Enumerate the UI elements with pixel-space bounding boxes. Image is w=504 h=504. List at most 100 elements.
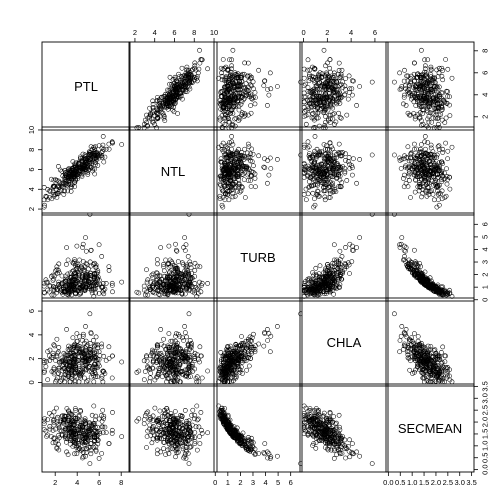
data-point — [64, 327, 69, 332]
data-point — [179, 65, 185, 71]
data-point — [309, 115, 315, 121]
data-point — [247, 73, 253, 79]
data-point — [241, 97, 246, 102]
panel-turb-vs-chla — [299, 212, 389, 302]
data-point — [349, 259, 355, 264]
data-point — [60, 185, 66, 190]
data-point — [432, 106, 437, 111]
data-point — [239, 350, 245, 356]
data-point — [413, 367, 418, 373]
data-point — [349, 86, 355, 92]
data-point — [305, 85, 311, 90]
data-point — [239, 354, 245, 359]
data-point — [403, 245, 409, 250]
data-point — [51, 193, 57, 199]
data-point — [405, 355, 411, 361]
data-point — [408, 346, 414, 352]
data-point — [303, 287, 309, 293]
data-point — [220, 140, 226, 146]
data-point — [340, 79, 345, 85]
panel-frame — [213, 212, 303, 302]
data-point — [350, 247, 355, 253]
panel-frame — [128, 126, 218, 216]
data-point — [429, 188, 434, 194]
data-point — [238, 153, 243, 158]
data-point — [305, 57, 311, 63]
data-point — [60, 285, 66, 290]
data-point — [311, 288, 317, 294]
data-point — [84, 362, 89, 367]
data-point — [229, 63, 234, 69]
data-point — [419, 123, 424, 128]
data-point — [173, 264, 179, 269]
data-point — [52, 343, 57, 349]
data-point — [67, 379, 73, 385]
data-point — [310, 270, 315, 275]
data-point — [399, 235, 405, 240]
data-point — [415, 170, 421, 176]
data-point — [330, 116, 336, 122]
data-point — [322, 123, 328, 128]
data-point — [72, 270, 78, 275]
data-point — [245, 141, 251, 147]
data-point — [434, 185, 440, 190]
data-point — [225, 374, 230, 380]
data-point — [147, 115, 153, 121]
data-point — [419, 142, 424, 147]
panel-turb-vs-turb: TURB — [213, 212, 303, 302]
variable-label-ntl: NTL — [161, 164, 186, 179]
data-point — [431, 167, 437, 173]
data-point — [330, 146, 336, 152]
data-point — [219, 73, 225, 79]
data-point — [307, 184, 312, 189]
data-point — [220, 168, 226, 174]
data-point — [96, 291, 102, 296]
data-point — [332, 261, 338, 267]
data-point — [44, 194, 49, 200]
data-point — [145, 277, 151, 283]
data-point — [336, 150, 342, 155]
data-point — [178, 77, 184, 83]
data-point — [326, 75, 332, 81]
data-point — [80, 364, 86, 369]
data-point — [149, 272, 155, 278]
data-point — [338, 270, 344, 275]
data-point — [76, 367, 82, 373]
data-point — [343, 245, 348, 250]
data-point — [67, 170, 73, 176]
data-point — [334, 79, 340, 85]
data-point — [431, 111, 436, 116]
data-point — [328, 165, 333, 170]
data-point — [233, 344, 239, 350]
data-point — [182, 89, 188, 94]
data-point — [426, 104, 432, 109]
data-point — [72, 364, 78, 369]
data-point — [168, 358, 173, 364]
data-point — [404, 155, 410, 160]
data-point — [92, 343, 98, 348]
data-point — [327, 65, 333, 71]
data-point — [63, 361, 69, 367]
data-point — [192, 268, 198, 273]
data-point — [168, 264, 174, 269]
data-point — [186, 281, 191, 286]
data-point — [150, 275, 156, 280]
data-point — [266, 92, 272, 98]
data-point — [434, 152, 440, 158]
data-point — [301, 288, 307, 293]
data-point — [224, 362, 230, 367]
data-point — [53, 268, 58, 274]
data-point — [249, 159, 255, 164]
data-point — [61, 180, 67, 186]
data-point — [301, 114, 307, 119]
data-point — [61, 188, 67, 194]
data-point — [392, 79, 397, 85]
data-point — [103, 146, 109, 152]
data-point — [351, 156, 356, 162]
data-point — [327, 167, 332, 173]
data-point — [229, 74, 234, 80]
data-point — [81, 267, 87, 273]
data-point — [90, 159, 96, 164]
data-point — [316, 271, 322, 277]
data-point — [165, 350, 170, 356]
